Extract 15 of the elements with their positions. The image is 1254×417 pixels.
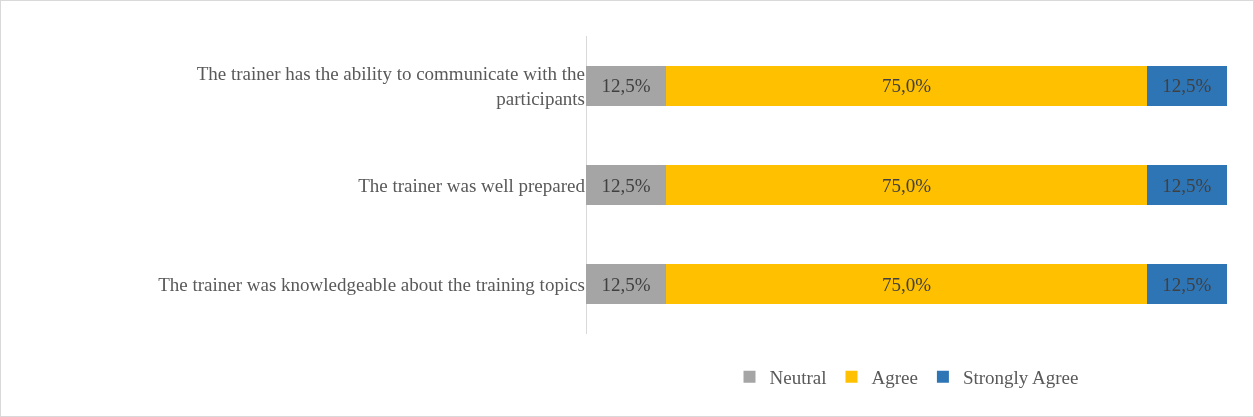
data-label: 12,5% <box>601 273 651 295</box>
data-label: 75,0% <box>881 273 932 295</box>
legend-label: Neutral <box>769 367 827 389</box>
y-tick-label: The trainer was well prepared <box>358 174 586 196</box>
data-label: 12,5% <box>1162 174 1212 196</box>
data-label: 75,0% <box>881 75 932 97</box>
data-label: 12,5% <box>1162 273 1212 295</box>
y-tick-label: The trainer was knowledgeable about the training topics <box>158 273 585 295</box>
data-label: 12,5% <box>601 174 651 196</box>
data-label: 12,5% <box>1162 75 1212 97</box>
data-label: 75,0% <box>881 174 932 196</box>
legend-label: Strongly Agree <box>962 367 1079 389</box>
data-label: 12,5% <box>601 75 651 97</box>
y-tick-label: The trainer has the ability to communicate with the participants <box>196 62 585 109</box>
legend-label: Agree <box>871 367 918 389</box>
